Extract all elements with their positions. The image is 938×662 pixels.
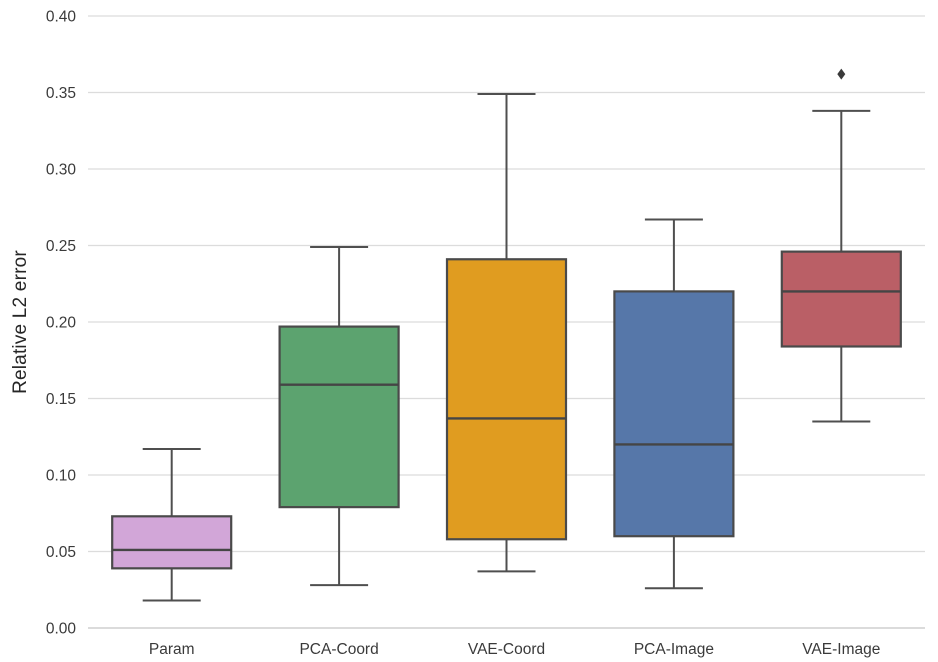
y-tick-label: 0.00 xyxy=(46,621,77,638)
box-VAE-Coord xyxy=(445,258,568,541)
box-PCA-Image xyxy=(613,290,735,538)
y-tick-label: 0.05 xyxy=(46,544,76,561)
y-tick-label: 0.15 xyxy=(46,391,76,408)
box-VAE-Image xyxy=(780,250,902,348)
y-tick-label: 0.25 xyxy=(46,238,76,255)
y-tick-label: 0.30 xyxy=(46,162,77,179)
box-Param xyxy=(111,515,233,570)
box-PCA-Coord xyxy=(278,325,400,509)
y-axis-label: Relative L2 error xyxy=(10,250,31,394)
x-tick-label: VAE-Coord xyxy=(468,641,545,658)
x-tick-label: Param xyxy=(149,641,195,658)
outlier-diamond xyxy=(837,68,846,80)
y-tick-label: 0.20 xyxy=(46,315,77,332)
x-tick-label: PCA-Image xyxy=(634,641,714,658)
x-tick-label: PCA-Coord xyxy=(299,641,378,658)
x-tick-label: VAE-Image xyxy=(802,641,880,658)
y-tick-label: 0.40 xyxy=(46,9,77,26)
y-tick-label: 0.35 xyxy=(46,85,76,102)
y-tick-label: 0.10 xyxy=(46,468,77,485)
